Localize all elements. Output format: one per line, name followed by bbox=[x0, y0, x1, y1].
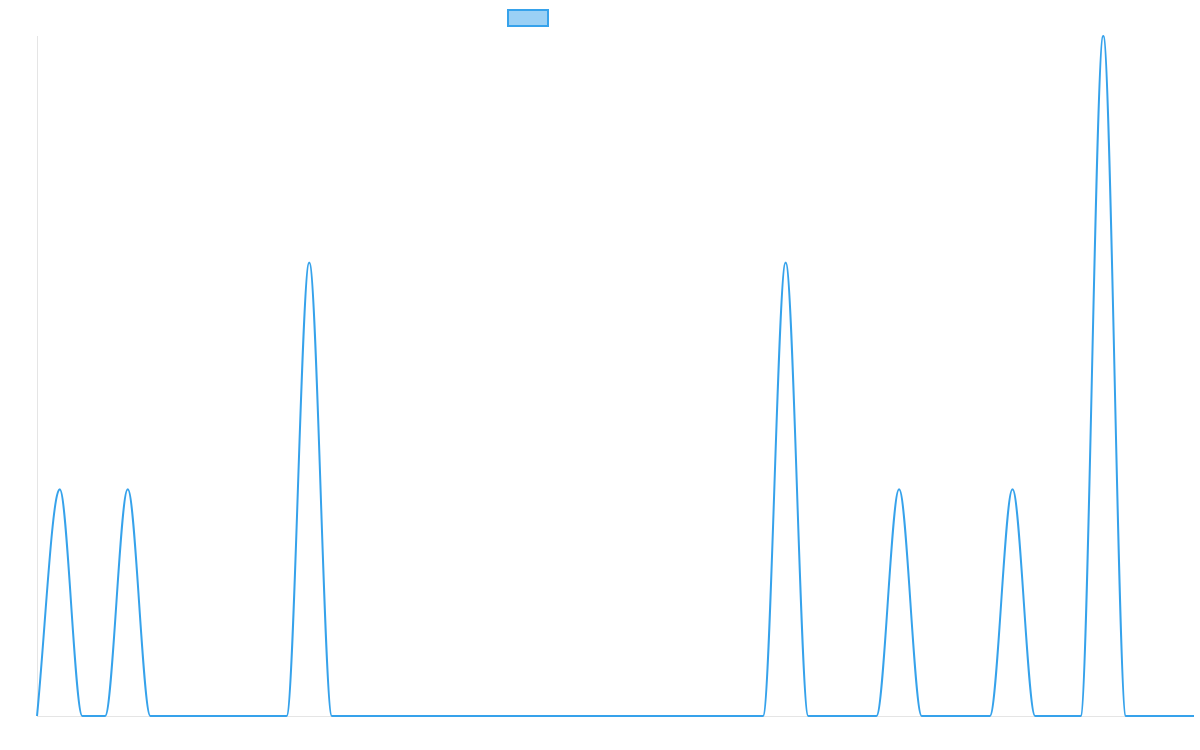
data-point[interactable] bbox=[147, 713, 153, 719]
data-point[interactable] bbox=[533, 713, 539, 719]
data-point[interactable] bbox=[828, 713, 834, 719]
data-point[interactable] bbox=[964, 713, 970, 719]
data-point[interactable] bbox=[556, 713, 562, 719]
data-point[interactable] bbox=[79, 713, 85, 719]
data-point[interactable] bbox=[215, 713, 221, 719]
data-point[interactable] bbox=[1168, 713, 1174, 719]
legend-swatch[interactable] bbox=[507, 9, 549, 27]
data-point[interactable] bbox=[624, 713, 630, 719]
data-point[interactable] bbox=[783, 260, 789, 266]
data-point[interactable] bbox=[805, 713, 811, 719]
data-point[interactable] bbox=[442, 713, 448, 719]
data-point[interactable] bbox=[941, 713, 947, 719]
data-point[interactable] bbox=[374, 713, 380, 719]
data-point[interactable] bbox=[760, 713, 766, 719]
data-point[interactable] bbox=[1100, 33, 1106, 39]
series-group bbox=[34, 33, 1197, 719]
data-point[interactable] bbox=[238, 713, 244, 719]
data-point[interactable] bbox=[125, 486, 131, 492]
data-point[interactable] bbox=[352, 713, 358, 719]
data-point[interactable] bbox=[919, 713, 925, 719]
data-point[interactable] bbox=[601, 713, 607, 719]
data-point[interactable] bbox=[578, 713, 584, 719]
data-point[interactable] bbox=[987, 713, 993, 719]
data-point[interactable] bbox=[1191, 713, 1197, 719]
data-point[interactable] bbox=[329, 713, 335, 719]
data-point[interactable] bbox=[510, 713, 516, 719]
data-point[interactable] bbox=[284, 713, 290, 719]
data-point[interactable] bbox=[896, 486, 902, 492]
data-point[interactable] bbox=[1032, 713, 1038, 719]
data-point[interactable] bbox=[1078, 713, 1084, 719]
legend[interactable] bbox=[507, 9, 549, 27]
data-point[interactable] bbox=[397, 713, 403, 719]
data-point[interactable] bbox=[488, 713, 494, 719]
data-point[interactable] bbox=[34, 713, 40, 719]
data-point[interactable] bbox=[57, 486, 63, 492]
data-point[interactable] bbox=[669, 713, 675, 719]
data-point[interactable] bbox=[647, 713, 653, 719]
data-point[interactable] bbox=[1010, 486, 1016, 492]
data-point[interactable] bbox=[420, 713, 426, 719]
series-line bbox=[36, 35, 1194, 717]
data-point[interactable] bbox=[873, 713, 879, 719]
data-point[interactable] bbox=[1146, 713, 1152, 719]
data-point[interactable] bbox=[851, 713, 857, 719]
data-point[interactable] bbox=[170, 713, 176, 719]
data-point[interactable] bbox=[692, 713, 698, 719]
data-point[interactable] bbox=[737, 713, 743, 719]
data-point[interactable] bbox=[1123, 713, 1129, 719]
data-point[interactable] bbox=[1055, 713, 1061, 719]
data-point[interactable] bbox=[306, 260, 312, 266]
data-point[interactable] bbox=[102, 713, 108, 719]
data-point[interactable] bbox=[261, 713, 267, 719]
axes bbox=[37, 36, 1194, 717]
data-point[interactable] bbox=[193, 713, 199, 719]
data-point[interactable] bbox=[715, 713, 721, 719]
data-point[interactable] bbox=[465, 713, 471, 719]
